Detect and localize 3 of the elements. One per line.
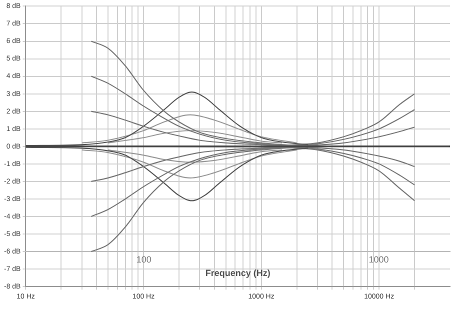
x2-tick-label: 1000 bbox=[368, 254, 389, 264]
x2-axis-title: Frequency (Hz) bbox=[205, 268, 270, 278]
x2-tick-label: 100 bbox=[136, 254, 152, 264]
